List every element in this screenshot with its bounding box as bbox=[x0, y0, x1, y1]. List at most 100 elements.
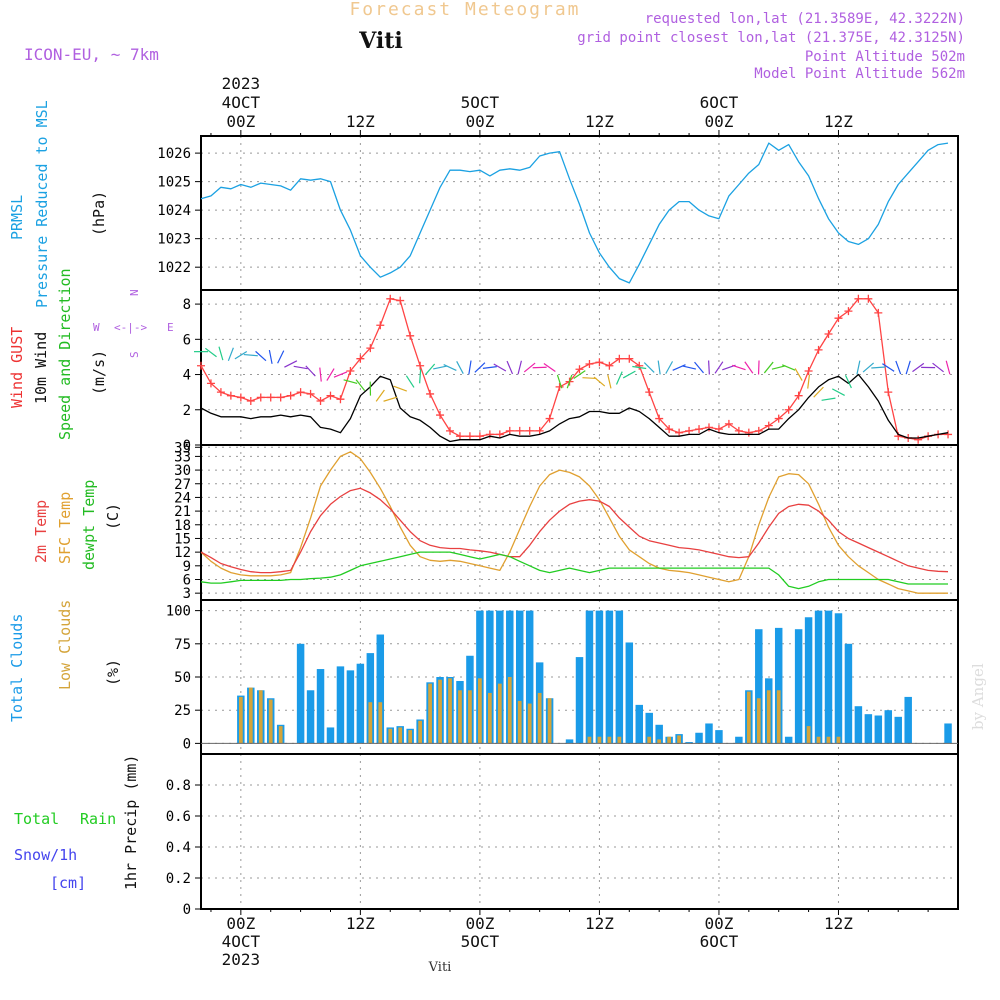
dewpt-temp-line bbox=[200, 551, 948, 590]
gust-marker bbox=[246, 396, 255, 405]
gust-marker bbox=[784, 405, 793, 414]
gust-marker bbox=[316, 396, 325, 405]
total-cloud-bar bbox=[864, 714, 873, 744]
time-label-top: 5OCT bbox=[461, 93, 500, 112]
gust-marker bbox=[495, 430, 504, 439]
total-cloud-bar bbox=[844, 643, 853, 744]
precip-total-label: Total bbox=[14, 810, 59, 828]
total-cloud-bar bbox=[884, 710, 893, 744]
total-cloud-bar bbox=[516, 610, 524, 744]
y-tick-label: 9 bbox=[183, 559, 191, 575]
wind-direction-arrow bbox=[682, 365, 697, 370]
wind-direction-arrow bbox=[468, 360, 472, 375]
time-label-top: 2023 bbox=[222, 74, 261, 93]
gust-marker bbox=[286, 391, 295, 400]
low-cloud-bar bbox=[418, 720, 422, 744]
low-cloud-bar bbox=[657, 739, 662, 744]
low-cloud-bar bbox=[238, 696, 243, 744]
time-label-bottom: 6OCT bbox=[700, 932, 739, 951]
wind-direction-arrow bbox=[433, 365, 448, 370]
low-cloud-bar bbox=[438, 679, 442, 744]
gust-marker bbox=[266, 393, 275, 402]
gust-marker bbox=[306, 389, 315, 398]
wind-direction-arrow bbox=[895, 360, 902, 375]
grid-point-coords: grid point closest lon,lat (21.375E, 42.… bbox=[577, 30, 965, 46]
wind-direction-arrow bbox=[714, 361, 724, 374]
y-tick-label: 1023 bbox=[157, 232, 191, 248]
y-tick-label: 12 bbox=[174, 545, 191, 561]
y-tick-label: 0.4 bbox=[166, 840, 191, 856]
wind-direction-arrow bbox=[665, 361, 674, 374]
panel-frame bbox=[200, 753, 959, 910]
wind-direction-arrow bbox=[243, 353, 258, 357]
low-cloud-bar bbox=[278, 726, 283, 744]
wind-direction-arrow bbox=[593, 376, 606, 387]
total-cloud-bar bbox=[944, 723, 952, 744]
y-tick-label: 33 bbox=[174, 449, 191, 465]
axis-labels-layer: 1022102310241025102602468369121518212427… bbox=[157, 74, 929, 969]
y-tick-label: 6 bbox=[183, 332, 191, 348]
time-label-top: 00Z bbox=[465, 112, 494, 131]
total-cloud-bar bbox=[625, 642, 634, 744]
total-cloud-bar bbox=[655, 724, 663, 744]
low-cloud-bar bbox=[836, 736, 841, 744]
low-cloud-bar bbox=[756, 698, 761, 744]
wind-unit: (m/s) bbox=[90, 350, 108, 395]
y-tick-label: 0 bbox=[183, 902, 191, 918]
y-tick-label: 4 bbox=[183, 368, 191, 384]
time-label-top: 12Z bbox=[585, 112, 614, 131]
compass-north: N bbox=[128, 289, 141, 296]
low-cloud-bar bbox=[617, 736, 622, 744]
time-label-top: 12Z bbox=[824, 112, 853, 131]
y-tick-label: 2 bbox=[183, 403, 191, 419]
total-cloud-bar bbox=[685, 742, 693, 744]
low-cloud-bar bbox=[398, 727, 403, 744]
gust-marker bbox=[685, 426, 694, 435]
gust-marker bbox=[585, 359, 594, 368]
gust-marker bbox=[744, 428, 753, 437]
wind-direction-arrow bbox=[615, 371, 623, 385]
wind-direction-arrow bbox=[456, 361, 464, 374]
wind-direction-arrow bbox=[425, 363, 436, 375]
gust-marker bbox=[864, 294, 873, 303]
total-cloud-bar bbox=[735, 736, 743, 744]
wind-direction-arrow bbox=[781, 364, 796, 371]
low-cloud-bar bbox=[258, 690, 263, 744]
wind-direction-arrow bbox=[607, 374, 612, 389]
total-cloud-bar bbox=[356, 663, 365, 744]
y-tick-label: 1024 bbox=[157, 203, 191, 219]
gust-marker bbox=[615, 354, 624, 363]
gust-marker bbox=[794, 391, 803, 400]
total-cloud-bar bbox=[585, 610, 594, 744]
wind-direction-arrow bbox=[523, 362, 536, 373]
low-cloud-bar bbox=[487, 692, 492, 744]
prmsl-desc-label: Pressure Reduced to MSL bbox=[33, 100, 51, 308]
gust-marker bbox=[236, 393, 245, 402]
gust-marker bbox=[944, 430, 953, 439]
y-tick-label: 21 bbox=[174, 504, 191, 520]
panel-frame bbox=[200, 444, 959, 601]
gust-marker bbox=[675, 428, 684, 437]
low-cloud-bar bbox=[248, 687, 253, 744]
y-tick-label: 8 bbox=[183, 297, 191, 313]
wind-gust-label: Wind GUST bbox=[8, 327, 26, 408]
precip-snow-label: Snow/1h bbox=[14, 846, 77, 864]
model-label: ICON-EU, ~ 7km bbox=[24, 45, 159, 64]
gust-marker bbox=[645, 388, 654, 397]
time-label-bottom: 12Z bbox=[585, 914, 614, 933]
total-cloud-bar bbox=[316, 669, 325, 744]
wind-direction-arrow bbox=[672, 364, 686, 371]
pressure-line bbox=[200, 142, 949, 284]
wind-direction-arrow bbox=[945, 360, 951, 375]
low-cloud-bar bbox=[268, 699, 273, 744]
wind-direction-arrow bbox=[856, 360, 861, 375]
y-tick-label: 0.2 bbox=[166, 871, 191, 887]
prmsl-label: PRMSL bbox=[8, 195, 26, 240]
temp-2m-line bbox=[200, 487, 949, 574]
wind-direction-arrow bbox=[293, 365, 308, 370]
y-tick-label: 1025 bbox=[157, 175, 191, 191]
gust-marker bbox=[734, 426, 743, 435]
wind-direction-arrow bbox=[844, 374, 852, 389]
low-cloud-bar bbox=[408, 730, 413, 744]
